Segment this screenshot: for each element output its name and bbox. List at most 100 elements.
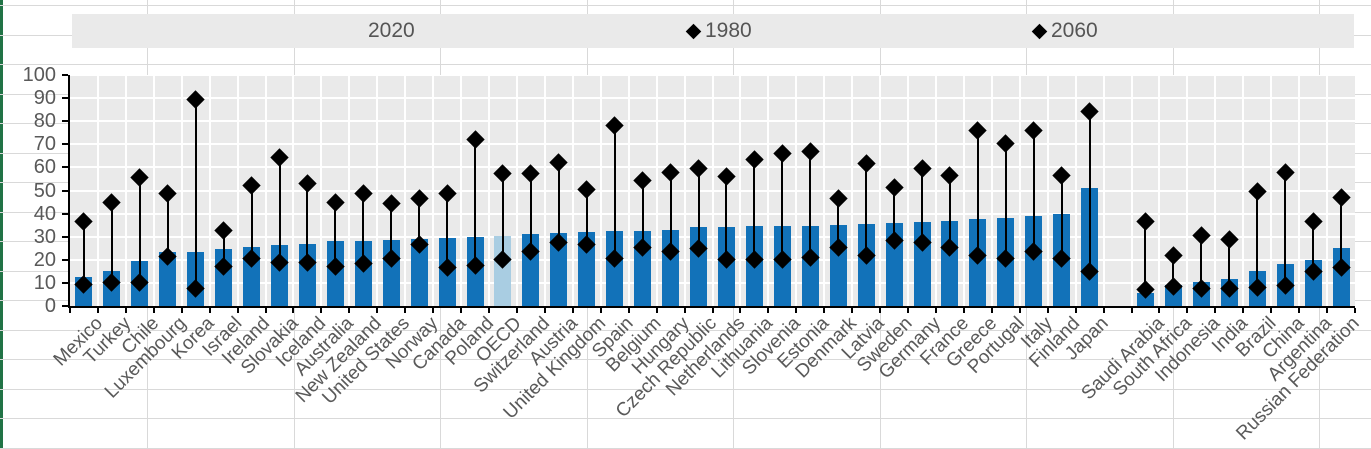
x-axis-tick: [1074, 308, 1077, 313]
range-line-Germany: [921, 168, 923, 243]
x-axis-tick: [1354, 308, 1356, 313]
marker-2060-Argentina: [1303, 212, 1323, 231]
plot-gridline-v: [320, 75, 323, 306]
marker-2060-Italy: [1024, 121, 1043, 140]
plot-gridline-v: [236, 75, 239, 306]
plot-gridline-v: [292, 75, 295, 306]
marker-2060-United States: [382, 194, 401, 213]
x-axis-tick: [488, 308, 491, 313]
plot-gridline-v: [823, 75, 826, 306]
marker-2060-France: [940, 166, 960, 185]
x-axis-tick: [1102, 308, 1105, 313]
marker-2060-India: [1220, 229, 1239, 249]
range-line-Japan: [1088, 111, 1091, 272]
bar-2020-Luxembourg: [159, 251, 177, 306]
plot-gridline-v: [655, 75, 658, 306]
legend-2060-diamond-icon: [1031, 23, 1048, 40]
legend-label-1980: 1980: [705, 19, 752, 42]
range-line-South Africa: [1172, 255, 1175, 287]
x-axis-tick: [1242, 308, 1245, 313]
plot-gridline-v: [627, 75, 630, 306]
range-line-China: [1284, 172, 1287, 286]
x-axis-tick: [655, 308, 658, 313]
marker-2060-Japan: [1080, 102, 1099, 122]
plot-gridline-v: [1018, 75, 1021, 306]
marker-2060-United Kingdom: [577, 180, 596, 199]
x-axis-tick: [683, 308, 686, 313]
plot-gridline-v: [460, 75, 463, 306]
plot-gridline-v: [934, 75, 937, 306]
marker-2060-New Zealand: [354, 184, 373, 204]
range-line-Italy: [1032, 130, 1035, 252]
marker-2060-Greece: [968, 121, 988, 140]
x-axis-tick: [264, 308, 267, 313]
range-line-Estonia: [809, 151, 812, 258]
bar-2020-Italy: [1025, 215, 1043, 306]
y-axis-tick: [62, 258, 68, 261]
marker-2060-Canada: [437, 184, 457, 204]
marker-2060-Saudi Arabia: [1136, 212, 1155, 231]
x-axis-tick: [515, 308, 518, 313]
x-axis-tick: [711, 308, 714, 313]
x-axis-tick: [962, 308, 965, 313]
x-axis-tick: [1326, 308, 1329, 313]
x-axis-tick: [1298, 308, 1301, 313]
range-line-Iceland: [306, 183, 309, 263]
y-axis-tick: [62, 166, 68, 169]
plot-gridline-v: [990, 75, 993, 306]
y-axis-tick: [62, 120, 68, 123]
x-axis-tick: [571, 308, 574, 313]
y-axis-tick-label: 10: [33, 271, 56, 294]
plot-gridline-v: [124, 75, 127, 306]
plot-gridline-v: [515, 75, 518, 306]
x-axis-tick: [376, 308, 379, 313]
plot-gridline-v: [1326, 75, 1329, 306]
range-line-India: [1228, 239, 1231, 289]
y-axis-tick: [62, 143, 68, 146]
legend-1980-diamond-icon: [685, 23, 702, 40]
plot-gridline-v: [1214, 75, 1217, 306]
range-line-Greece: [976, 130, 979, 256]
range-line-Poland: [474, 139, 477, 266]
range-line-Latvia: [865, 163, 868, 256]
plot-gridline-v: [1242, 75, 1245, 306]
bar-2020-Latvia: [857, 223, 875, 306]
y-axis-tick: [62, 305, 68, 307]
plot-gridline-v: [376, 75, 379, 306]
plot-gridline-v: [795, 75, 798, 306]
plot-gridline-v: [404, 75, 407, 306]
range-line-New Zealand: [362, 193, 365, 264]
range-line-Sweden: [893, 187, 896, 241]
x-axis-tick: [69, 308, 71, 313]
plot-gridline-v: [1102, 75, 1105, 306]
range-line-Turkey: [110, 202, 113, 283]
sheet-gridline: [0, 359, 1371, 360]
marker-2060-Korea: [186, 90, 205, 109]
range-line-Canada: [446, 193, 449, 268]
plot-gridline-v: [962, 75, 965, 306]
x-axis-tick: [432, 308, 435, 313]
y-axis-tick: [62, 235, 68, 238]
x-axis-tick: [1046, 308, 1049, 313]
marker-2060-Austria: [549, 153, 569, 172]
marker-2060-Ireland: [242, 176, 261, 196]
plot-gridline-v: [907, 75, 910, 306]
x-axis-tick: [934, 308, 937, 313]
plot-gridline-v: [432, 75, 435, 306]
x-axis-tick: [1158, 308, 1161, 313]
range-line-Belgium: [641, 180, 644, 248]
marker-2060-Germany: [912, 159, 932, 178]
sheet-gridline: [0, 447, 1371, 449]
y-axis-tick-label: 30: [33, 225, 56, 248]
range-line-Austria: [557, 162, 560, 243]
x-axis-tick: [1214, 308, 1217, 313]
x-axis-tick: [795, 308, 798, 313]
y-axis-tick: [62, 212, 68, 215]
sheet-gridline: [0, 388, 1371, 390]
marker-2060-South Africa: [1164, 245, 1183, 265]
marker-2060-Brazil: [1248, 182, 1267, 201]
y-axis-tick-label: 100: [22, 64, 56, 86]
y-axis-tick: [62, 97, 68, 100]
plot-gridline-v: [96, 75, 99, 306]
plot-gridline-v: [1158, 75, 1161, 306]
